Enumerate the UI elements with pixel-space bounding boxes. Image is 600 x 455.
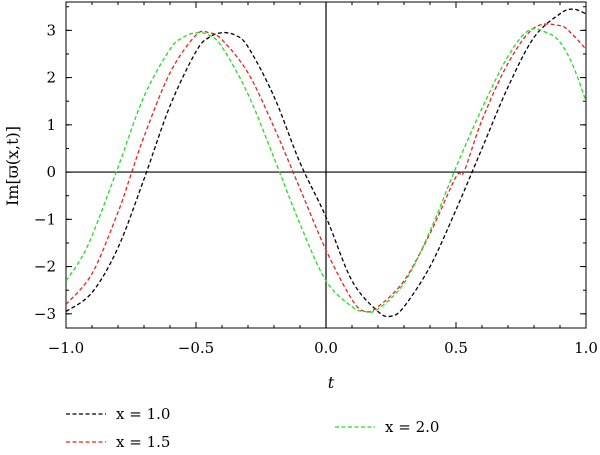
x-tick-label: −1.0 bbox=[48, 339, 84, 357]
x-tick-label: 0.0 bbox=[314, 339, 338, 357]
y-axis-title: Im[ϖ(x,t)] bbox=[3, 126, 22, 206]
legend-label-2: x = 1.5 bbox=[116, 433, 170, 451]
series-line-2 bbox=[66, 23, 586, 313]
x-tick-label: −0.5 bbox=[178, 339, 214, 357]
legend-label-3: x = 2.0 bbox=[385, 418, 439, 436]
legend-label-1: x = 1.0 bbox=[116, 405, 170, 423]
x-tick-label: 1.0 bbox=[574, 339, 598, 357]
x-axis-title: t bbox=[328, 373, 335, 392]
y-tick-label: 2 bbox=[46, 69, 56, 87]
y-tick-label: 0 bbox=[46, 163, 56, 181]
series-line-3 bbox=[66, 28, 586, 313]
y-tick-label: 3 bbox=[46, 21, 56, 39]
series-line-1 bbox=[66, 8, 586, 318]
legend: x = 1.0 x = 1.5 x = 2.0 bbox=[66, 405, 439, 451]
y-tick-label: 1 bbox=[46, 116, 56, 134]
x-tick-label: 0.5 bbox=[444, 339, 468, 357]
y-tick-label: −1 bbox=[34, 210, 56, 228]
y-tick-label: −2 bbox=[34, 258, 56, 276]
y-tick-label: −3 bbox=[34, 305, 56, 323]
